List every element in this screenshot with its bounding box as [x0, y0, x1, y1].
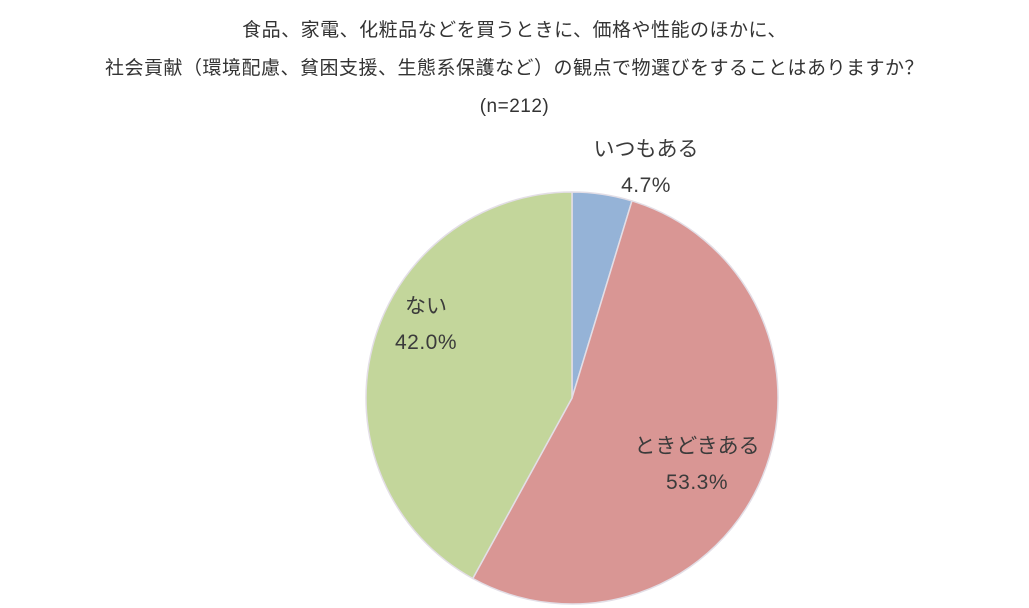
pie-slice-2: [472, 200, 779, 605]
slice-percent-text: 42.0%: [394, 331, 458, 354]
pie-slice-3: [365, 191, 573, 580]
slice-label-text: ときどきある: [634, 435, 760, 458]
pie-slices: [365, 191, 779, 605]
slice-label-text: いつもある: [593, 138, 699, 161]
slice-label-tokidoki-aru: ときどきある 53.3%: [634, 436, 759, 493]
slice-percent-text: 4.7%: [621, 174, 671, 197]
chart-title-line1: 食品、家電、化粧品などを買うときに、価格や性能のほかに、: [242, 20, 787, 41]
sample-size-label: (n=212): [479, 96, 550, 117]
chart-title-line2: 社会貢献（環境配慮、貧困支援、生態系保護など）の観点で物選びをすることはあります…: [104, 58, 924, 79]
slice-label-nai: ない 42.0%: [395, 296, 457, 353]
chart-title: 食品、家電、化粧品などを買うときに、価格や性能のほかに、 社会貢献（環境配慮、貧…: [0, 12, 1029, 126]
slice-label-text: ない: [404, 295, 447, 318]
slice-label-itsumo-aru: いつもある 4.7%: [594, 139, 699, 196]
slice-percent-text: 53.3%: [665, 471, 729, 494]
